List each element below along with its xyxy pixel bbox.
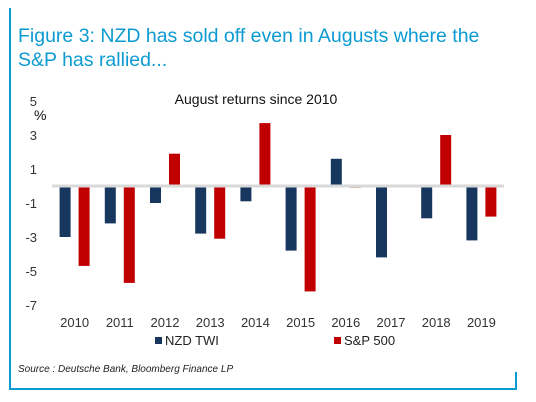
figure-title: Figure 3: NZD has sold off even in Augus… bbox=[18, 25, 480, 71]
bar-nzd-twi-2017 bbox=[376, 186, 387, 258]
y-tick-label: -3 bbox=[25, 230, 37, 245]
y-tick-label: 1 bbox=[30, 162, 37, 177]
bar-s-p-500-2014 bbox=[259, 123, 271, 186]
x-tick-label: 2017 bbox=[377, 315, 406, 330]
x-tick-label: 2012 bbox=[151, 315, 180, 330]
legend-swatch-s-p-500 bbox=[334, 337, 341, 344]
y-tick-label: -5 bbox=[25, 264, 37, 279]
figure-frame-left bbox=[9, 8, 11, 390]
legend-label: S&P 500 bbox=[344, 333, 395, 348]
bar-nzd-twi-2010 bbox=[59, 186, 71, 237]
x-tick-label: 2015 bbox=[286, 315, 315, 330]
bar-s-p-500-2011 bbox=[123, 186, 135, 283]
bar-nzd-twi-2019 bbox=[466, 186, 478, 241]
y-axis-unit-label: % bbox=[34, 107, 46, 123]
y-tick-label: -7 bbox=[25, 298, 37, 313]
bar-nzd-twi-2018 bbox=[421, 186, 433, 219]
bar-nzd-twi-2016 bbox=[330, 158, 342, 186]
x-tick-label: 2011 bbox=[106, 315, 134, 330]
x-tick-label: 2010 bbox=[60, 315, 89, 330]
bar-nzd-twi-2012 bbox=[150, 186, 161, 203]
legend-label: NZD TWI bbox=[165, 333, 219, 348]
bar-nzd-twi-2015 bbox=[285, 186, 297, 251]
bar-s-p-500-2010 bbox=[78, 186, 90, 266]
bar-s-p-500-2019 bbox=[485, 186, 497, 217]
bar-s-p-500-2015 bbox=[304, 186, 316, 292]
x-tick-label: 2014 bbox=[241, 315, 270, 330]
bar-nzd-twi-2013 bbox=[195, 186, 207, 234]
x-tick-label: 2018 bbox=[422, 315, 451, 330]
y-tick-label: 3 bbox=[30, 128, 37, 143]
figure-frame-bottom bbox=[9, 388, 517, 390]
bar-s-p-500-2013 bbox=[214, 186, 226, 239]
bar-nzd-twi-2014 bbox=[240, 186, 252, 202]
source-note: Source : Deutsche Bank, Bloomberg Financ… bbox=[18, 364, 234, 375]
figure-frame-corner bbox=[515, 372, 517, 390]
x-tick-label: 2016 bbox=[331, 315, 360, 330]
bar-s-p-500-2012 bbox=[169, 153, 180, 186]
x-tick-label: 2013 bbox=[196, 315, 225, 330]
y-tick-label: 5 bbox=[30, 94, 37, 109]
x-tick-label: 2019 bbox=[467, 315, 496, 330]
bar-s-p-500-2018 bbox=[440, 135, 452, 186]
legend-swatch-nzd-twi bbox=[155, 337, 162, 344]
bar-nzd-twi-2011 bbox=[104, 186, 116, 224]
chart-title: August returns since 2010 bbox=[175, 91, 338, 107]
y-tick-label: -1 bbox=[25, 196, 37, 211]
